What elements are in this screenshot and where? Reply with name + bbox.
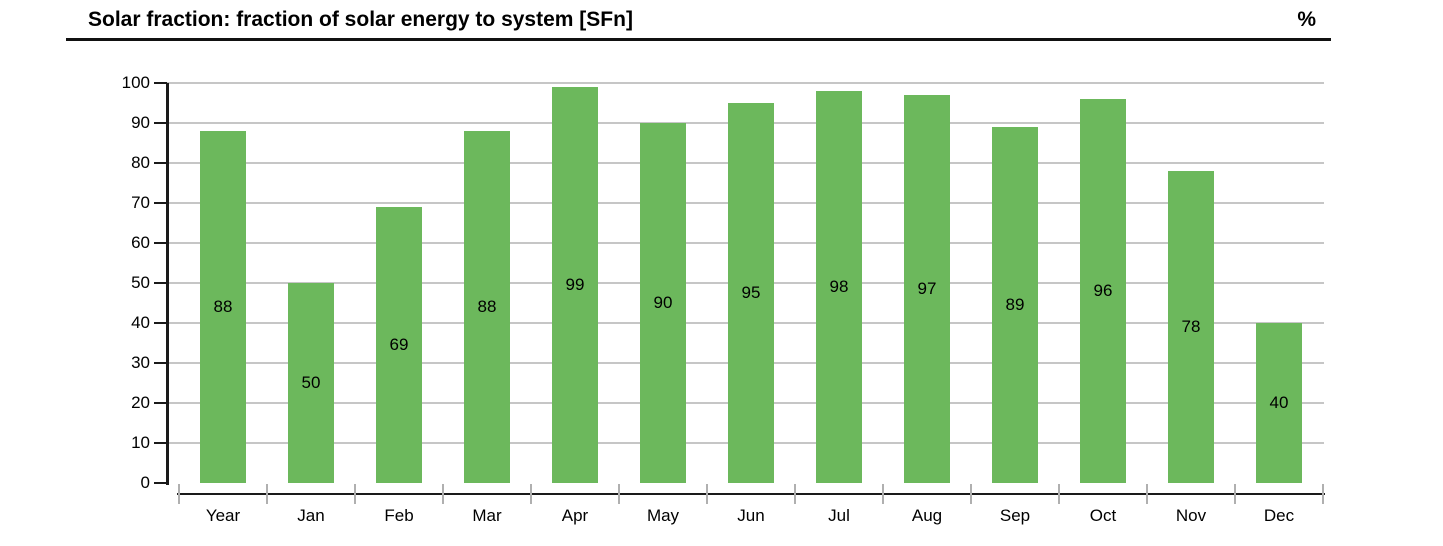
- bar: [816, 91, 862, 483]
- chart-title: Solar fraction: fraction of solar energy…: [88, 8, 633, 31]
- y-axis-line: [166, 83, 169, 485]
- x-axis-tick: [178, 484, 180, 504]
- y-axis-tick: [154, 122, 167, 124]
- y-axis-label: 50: [131, 273, 150, 292]
- y-axis-label: 100: [121, 73, 150, 92]
- bar-value-label: 96: [1093, 281, 1113, 300]
- y-axis-tick: [154, 202, 167, 204]
- bar: [1256, 323, 1302, 483]
- y-axis-tick: [154, 362, 167, 364]
- x-axis-label: Jul: [828, 506, 850, 525]
- bar-value-label: 99: [565, 275, 585, 294]
- y-axis-tick: [154, 442, 167, 444]
- y-axis-tick: [154, 322, 167, 324]
- bar: [728, 103, 774, 483]
- x-axis-tick: [706, 484, 708, 504]
- bar: [992, 127, 1038, 483]
- x-axis-label: Aug: [911, 506, 943, 525]
- x-axis-label: Sep: [999, 506, 1031, 525]
- bar-value-label: 50: [301, 373, 321, 392]
- bar-value-label: 88: [477, 297, 497, 316]
- gridline: [167, 82, 1324, 84]
- x-axis-tick: [354, 484, 356, 504]
- x-axis-label: Year: [205, 506, 241, 525]
- y-axis-label: 10: [131, 433, 150, 452]
- x-axis-label: Jun: [737, 506, 765, 525]
- x-axis-label: Mar: [472, 506, 502, 525]
- bar-value-label: 40: [1269, 393, 1289, 412]
- x-axis-label: Dec: [1263, 506, 1295, 525]
- y-axis-tick: [154, 82, 167, 84]
- bar: [552, 87, 598, 483]
- x-axis-tick: [1234, 484, 1236, 504]
- bar: [464, 131, 510, 483]
- bar-value-label: 95: [741, 283, 761, 302]
- bar-value-label: 69: [389, 335, 409, 354]
- bar: [904, 95, 950, 483]
- y-axis-tick: [154, 482, 167, 484]
- bar: [1168, 171, 1214, 483]
- title-underline: [66, 38, 1331, 41]
- y-axis-label: 80: [131, 153, 150, 172]
- bar: [288, 283, 334, 483]
- bar: [376, 207, 422, 483]
- x-axis-label: Oct: [1089, 506, 1117, 525]
- y-axis-label: 30: [131, 353, 150, 372]
- y-axis-tick: [154, 282, 167, 284]
- x-axis-tick: [882, 484, 884, 504]
- x-axis-label: Feb: [384, 506, 414, 525]
- bar-value-label: 97: [917, 279, 937, 298]
- y-axis-label: 90: [131, 113, 150, 132]
- x-axis-tick: [530, 484, 532, 504]
- x-axis-label: Nov: [1175, 506, 1207, 525]
- bar: [1080, 99, 1126, 483]
- y-axis-label: 40: [131, 313, 150, 332]
- bar-value-label: 78: [1181, 317, 1201, 336]
- x-axis-tick: [266, 484, 268, 504]
- y-axis-label: 0: [140, 473, 150, 492]
- x-axis-tick: [970, 484, 972, 504]
- bar: [640, 123, 686, 483]
- x-axis-tick: [442, 484, 444, 504]
- x-axis-tick: [1146, 484, 1148, 504]
- bar-value-label: 90: [653, 293, 673, 312]
- y-axis-tick: [154, 242, 167, 244]
- bar-value-label: 89: [1005, 295, 1025, 314]
- y-axis-tick: [154, 162, 167, 164]
- y-axis-label: 60: [131, 233, 150, 252]
- x-axis-label: Apr: [561, 506, 589, 525]
- x-axis-tick: [1058, 484, 1060, 504]
- x-axis-label: Jan: [297, 506, 325, 525]
- bar-value-label: 88: [213, 297, 233, 316]
- x-axis-tick: [794, 484, 796, 504]
- y-axis-tick: [154, 402, 167, 404]
- y-axis-label: 20: [131, 393, 150, 412]
- unit-label: %: [1297, 8, 1316, 31]
- y-axis-label: 70: [131, 193, 150, 212]
- bar-value-label: 98: [829, 277, 849, 296]
- bar: [200, 131, 246, 483]
- x-axis-line: [177, 493, 1325, 495]
- x-axis-tick: [1322, 484, 1324, 504]
- x-axis-tick: [618, 484, 620, 504]
- x-axis-label: May: [646, 506, 680, 525]
